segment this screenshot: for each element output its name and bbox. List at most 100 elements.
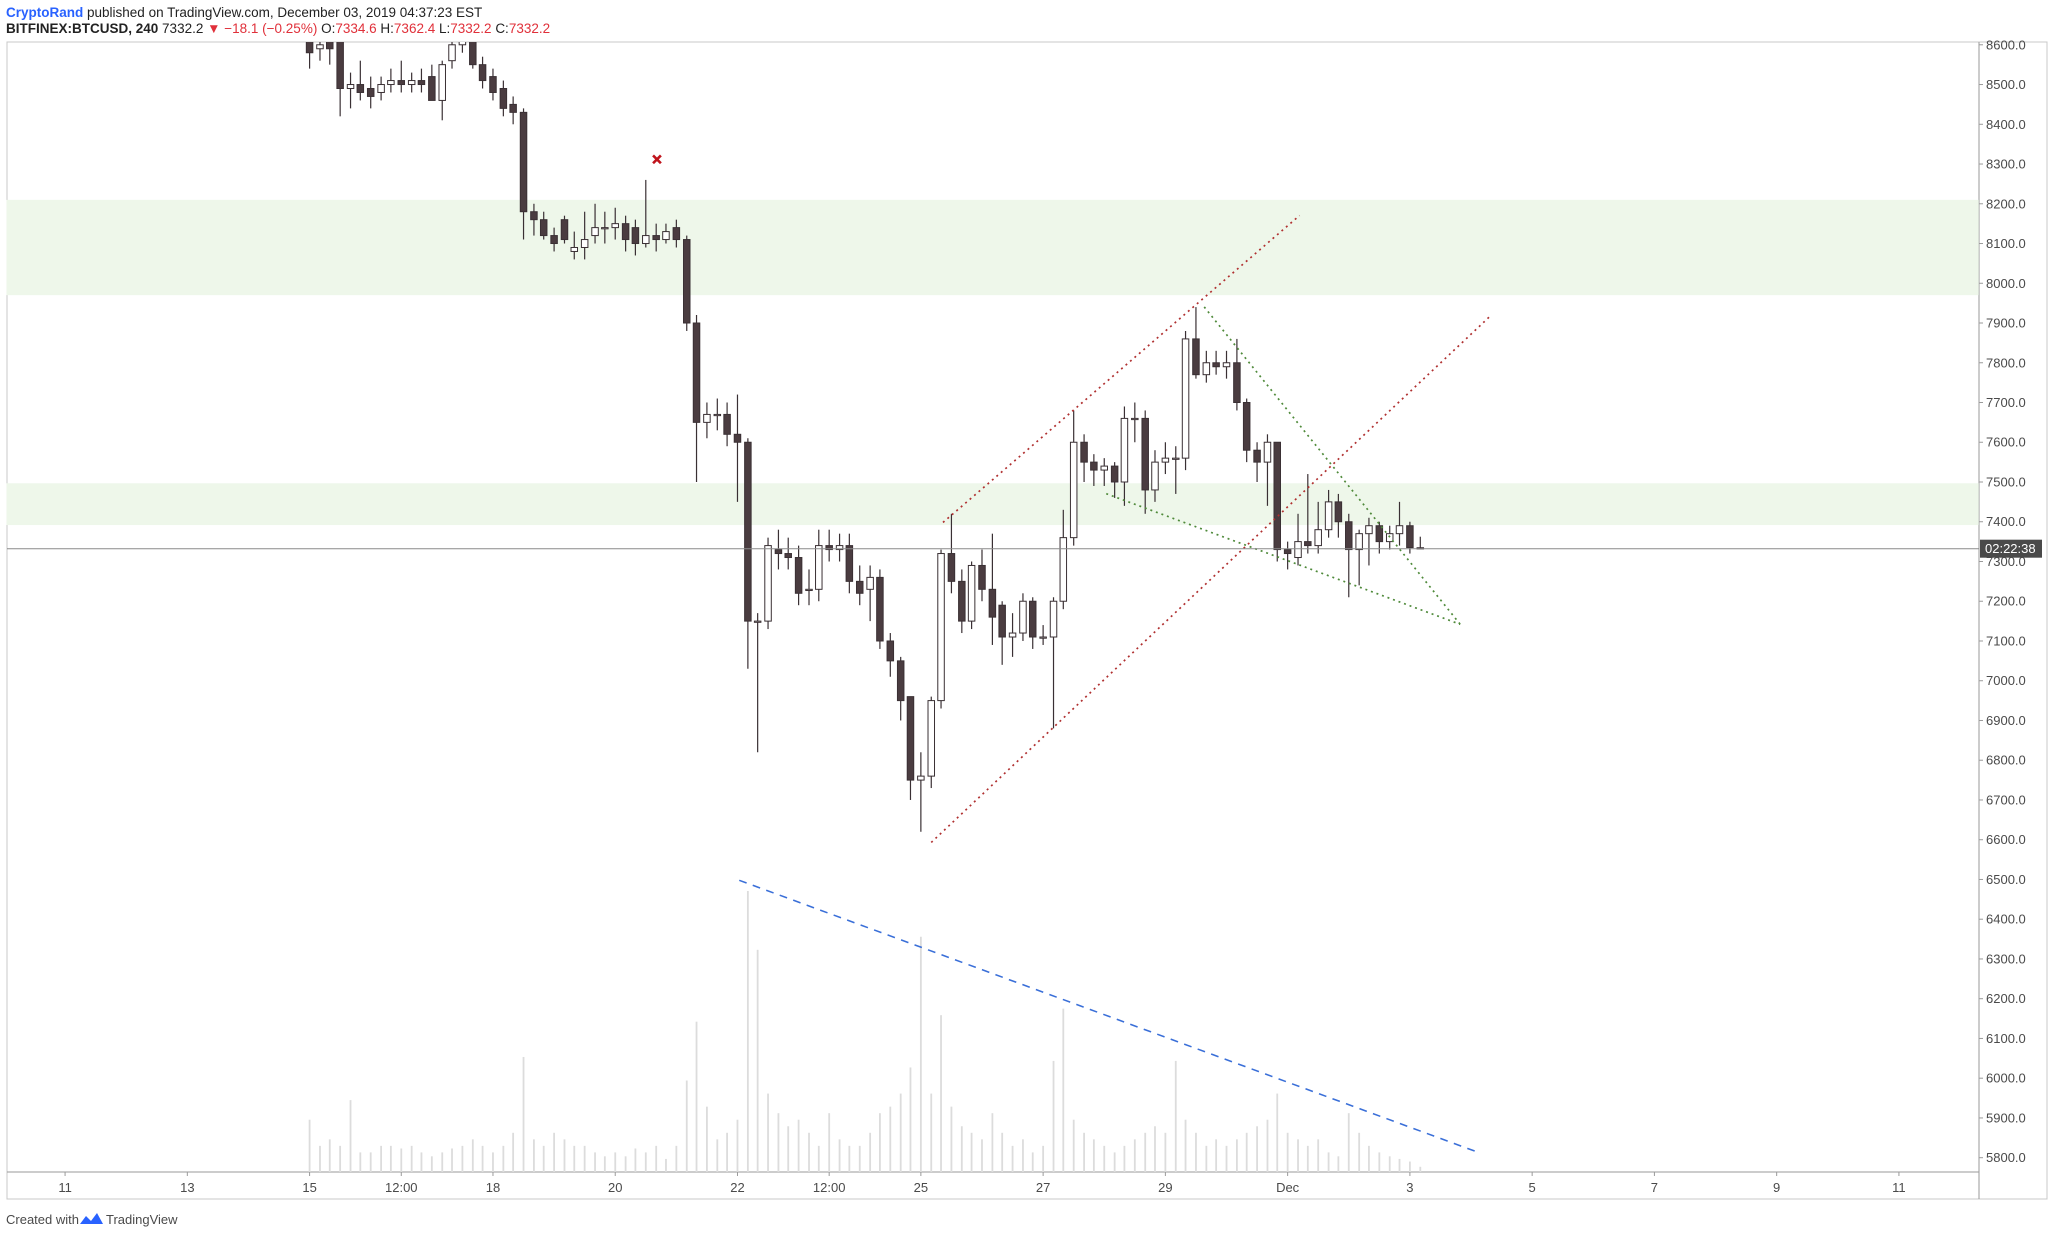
candle-body <box>316 44 324 50</box>
volume-bar <box>665 1158 667 1172</box>
candle-body <box>1355 533 1363 551</box>
volume-bar <box>624 1156 627 1172</box>
candle-body <box>845 545 854 582</box>
volume-bar <box>695 1021 698 1172</box>
volume-bar <box>817 1145 820 1172</box>
h-label: H: <box>380 21 394 36</box>
candle-body <box>1080 441 1088 463</box>
candle-body <box>1324 501 1333 531</box>
x-tick-label: 12:00 <box>813 1180 846 1195</box>
x-tick-label: 22 <box>730 1180 744 1195</box>
volume-bar <box>879 1113 881 1172</box>
y-tick-label: 6400.0 <box>1986 912 2026 927</box>
trend-line <box>1105 492 1461 626</box>
volume-bar <box>1368 1145 1370 1172</box>
volume-bar <box>889 1106 892 1172</box>
volume-bar <box>675 1145 678 1172</box>
countdown-box <box>1980 539 2042 558</box>
candle-body <box>1222 362 1231 368</box>
candle-body <box>1263 441 1272 463</box>
volume-bar <box>1011 1145 1014 1172</box>
candle-body <box>917 775 925 781</box>
change: −18.1 (−0.25%) <box>224 21 317 36</box>
candle-body <box>478 64 487 82</box>
volume-bar <box>909 1067 912 1172</box>
header-line: CryptoRand published on TradingView.com,… <box>6 5 482 20</box>
volume-bar <box>685 1080 688 1172</box>
x-marker <box>652 154 662 165</box>
volume-bar <box>1154 1126 1156 1172</box>
candle-body <box>937 553 945 702</box>
candle-body <box>1192 338 1200 376</box>
candle-body <box>896 660 905 702</box>
volume-bar <box>1164 1132 1167 1172</box>
candle-body <box>1120 417 1129 483</box>
candle-body <box>1233 362 1241 404</box>
candle-body <box>753 620 762 623</box>
volume-bar <box>899 1093 902 1172</box>
volume-bar <box>492 1152 494 1172</box>
candle-body <box>530 211 538 221</box>
down-arrow: ▼ <box>207 21 220 36</box>
candle-body <box>489 76 497 93</box>
volume-bar <box>797 1119 800 1172</box>
volume-bar <box>400 1148 403 1172</box>
candle-layer <box>305 42 1425 832</box>
candle-body <box>499 88 508 109</box>
published: published on TradingView.com, December 0… <box>87 5 482 20</box>
zone <box>6 199 1979 296</box>
y-tick-label: 6200.0 <box>1986 991 2026 1006</box>
footer-brand[interactable]: TradingView <box>106 1212 178 1227</box>
candle-body <box>1304 541 1312 547</box>
candle-body <box>1172 457 1180 460</box>
y-tick-label: 7200.0 <box>1986 594 2026 609</box>
candle-body <box>305 42 314 54</box>
y-tick-label: 7500.0 <box>1986 474 2026 489</box>
candle-body <box>611 223 619 229</box>
volume-bar <box>1317 1139 1320 1172</box>
volume-bar <box>787 1126 790 1172</box>
y-tick-label: 7900.0 <box>1986 316 2026 331</box>
candle-body <box>397 80 406 86</box>
trend-lines <box>652 154 1491 1153</box>
volume-bar <box>410 1145 413 1172</box>
volume-bar <box>1144 1132 1147 1172</box>
candle-body <box>1365 525 1373 535</box>
x-tick-label: 20 <box>608 1180 622 1195</box>
candle-body <box>1181 338 1190 459</box>
zone <box>6 483 1979 526</box>
trend-line <box>942 214 1301 524</box>
x-tick-label: 27 <box>1036 1180 1050 1195</box>
candle-body <box>438 64 446 101</box>
candle-body <box>642 235 650 245</box>
author[interactable]: CryptoRand <box>6 5 83 20</box>
volume-bar <box>919 936 922 1172</box>
volume-bar <box>828 1113 831 1172</box>
candle-body <box>1395 525 1404 535</box>
volume-bar <box>481 1145 484 1172</box>
candle-body <box>978 564 986 590</box>
candle-body <box>377 84 385 93</box>
candle-body <box>733 433 742 443</box>
volume-bar <box>1225 1145 1228 1172</box>
candle-body <box>407 80 416 86</box>
y-tick-label: 6600.0 <box>1986 832 2026 847</box>
candle-body <box>366 88 375 97</box>
volume-bar <box>1113 1152 1116 1172</box>
y-tick-label: 7000.0 <box>1986 673 2026 688</box>
candle-body <box>1008 632 1017 638</box>
volume-bar <box>512 1132 515 1172</box>
candle-body <box>662 231 670 241</box>
y-tick-label: 8400.0 <box>1986 117 2026 132</box>
volume-bar <box>1358 1132 1361 1172</box>
volume-bar <box>1133 1139 1136 1172</box>
volume-bar <box>858 1145 861 1172</box>
y-tick-label: 5900.0 <box>1986 1110 2026 1125</box>
volume-bar <box>1347 1113 1350 1172</box>
volume-bar <box>420 1152 423 1172</box>
h-value: 7362.4 <box>394 21 436 36</box>
logo <box>80 1213 103 1224</box>
y-tick-label: 6800.0 <box>1986 753 2026 768</box>
